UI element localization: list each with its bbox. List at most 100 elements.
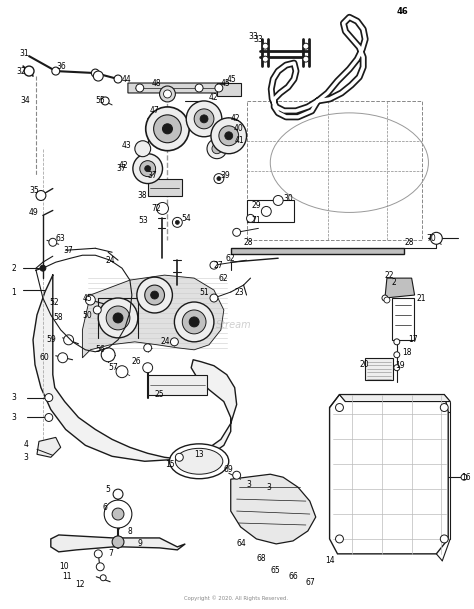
Text: 33: 33: [254, 35, 263, 44]
Text: 41: 41: [235, 136, 244, 146]
Text: 58: 58: [53, 314, 63, 322]
Circle shape: [175, 220, 179, 224]
Text: 22: 22: [385, 270, 394, 280]
Text: 44: 44: [122, 74, 132, 83]
Circle shape: [106, 306, 130, 330]
Circle shape: [45, 393, 53, 401]
Polygon shape: [51, 535, 185, 552]
Text: 3: 3: [23, 453, 28, 462]
Bar: [231, 248, 404, 254]
Polygon shape: [385, 278, 415, 298]
Text: 23: 23: [235, 287, 244, 297]
Circle shape: [146, 107, 189, 150]
Circle shape: [24, 66, 34, 76]
Text: 54: 54: [181, 214, 191, 223]
Circle shape: [186, 101, 222, 137]
Circle shape: [261, 206, 271, 216]
Circle shape: [214, 174, 224, 183]
Text: 68: 68: [256, 554, 266, 563]
Circle shape: [382, 295, 388, 301]
Circle shape: [112, 536, 124, 548]
Polygon shape: [231, 474, 316, 544]
Text: 36: 36: [57, 62, 66, 71]
Text: 2: 2: [11, 264, 16, 273]
Text: 66: 66: [288, 572, 298, 581]
Text: 62: 62: [219, 273, 228, 283]
Circle shape: [394, 352, 400, 357]
Text: 43: 43: [121, 141, 131, 150]
Circle shape: [40, 265, 46, 271]
Bar: [392, 298, 414, 340]
Circle shape: [182, 310, 206, 334]
Circle shape: [246, 214, 255, 222]
Text: 26: 26: [132, 357, 142, 366]
Text: 38: 38: [138, 191, 147, 200]
Text: 32: 32: [16, 66, 26, 76]
Circle shape: [104, 500, 132, 528]
Text: 28: 28: [244, 238, 253, 247]
Text: 7: 7: [108, 549, 113, 558]
Text: 3: 3: [11, 413, 16, 422]
Text: 18: 18: [402, 348, 411, 357]
Circle shape: [263, 56, 268, 62]
Circle shape: [113, 313, 123, 323]
Circle shape: [303, 43, 309, 49]
Text: 12: 12: [75, 580, 85, 590]
Polygon shape: [37, 437, 61, 457]
Text: 9: 9: [138, 540, 143, 548]
Circle shape: [225, 132, 233, 139]
Circle shape: [136, 84, 144, 92]
Text: 72: 72: [152, 204, 161, 213]
Text: 24: 24: [105, 256, 115, 265]
Circle shape: [156, 202, 168, 214]
Circle shape: [58, 353, 68, 363]
Circle shape: [215, 84, 223, 92]
Text: 50: 50: [82, 311, 92, 320]
Text: 45: 45: [227, 74, 237, 83]
Text: 28: 28: [405, 238, 414, 247]
Circle shape: [212, 144, 222, 153]
Circle shape: [93, 306, 101, 314]
Text: 56: 56: [95, 345, 105, 354]
Text: 62: 62: [225, 254, 235, 262]
Circle shape: [93, 71, 103, 81]
Circle shape: [233, 228, 241, 236]
Text: 42: 42: [118, 161, 128, 170]
Circle shape: [36, 191, 46, 200]
Circle shape: [160, 86, 175, 102]
Text: 6: 6: [102, 502, 107, 512]
Text: 30: 30: [283, 194, 293, 203]
Text: 35: 35: [29, 186, 39, 195]
Text: 3: 3: [266, 483, 271, 491]
Text: 4: 4: [23, 440, 28, 449]
Text: 2: 2: [392, 278, 397, 287]
Text: 8: 8: [128, 527, 133, 537]
Circle shape: [45, 414, 53, 421]
Circle shape: [112, 508, 124, 520]
Text: 53: 53: [138, 216, 148, 225]
Text: 19: 19: [395, 361, 404, 370]
Circle shape: [143, 363, 153, 373]
Circle shape: [461, 474, 467, 480]
Circle shape: [151, 291, 159, 299]
Circle shape: [85, 295, 95, 305]
Circle shape: [101, 348, 115, 362]
Circle shape: [210, 294, 218, 302]
Circle shape: [217, 177, 221, 180]
Text: 57: 57: [108, 363, 118, 372]
Polygon shape: [33, 275, 237, 461]
Text: 45: 45: [221, 79, 230, 88]
Circle shape: [144, 344, 152, 352]
Circle shape: [336, 404, 344, 412]
Text: 60: 60: [39, 353, 49, 362]
Circle shape: [440, 404, 448, 412]
Circle shape: [173, 217, 182, 227]
Text: 15: 15: [165, 460, 174, 469]
Polygon shape: [217, 83, 241, 96]
Text: 39: 39: [221, 171, 230, 180]
Circle shape: [440, 535, 448, 543]
Circle shape: [154, 115, 181, 143]
Text: 1: 1: [11, 287, 16, 297]
Circle shape: [210, 261, 218, 269]
Circle shape: [94, 550, 102, 558]
